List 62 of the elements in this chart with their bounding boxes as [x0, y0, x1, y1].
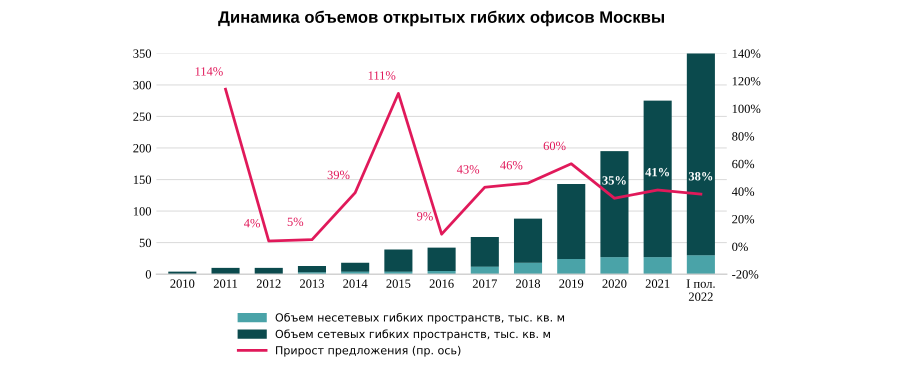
y-tick-label: 250 — [133, 112, 152, 121]
x-tick-label: 2019 — [559, 279, 584, 288]
y2-tick-label: 60% — [732, 160, 754, 168]
data-label: 5% — [288, 218, 304, 226]
data-label: 39% — [328, 170, 350, 180]
x-tick-label: 2010 — [170, 279, 194, 288]
x-tick-label: 2011 — [214, 279, 238, 288]
y-tick-label: 150 — [134, 176, 152, 184]
y2-tick-label: 120% — [732, 76, 760, 86]
y-tick-label: 300 — [133, 80, 152, 90]
y-tick-label: 350 — [133, 49, 152, 58]
data-label: 114% — [196, 67, 223, 76]
bar — [686, 53, 715, 256]
y2-tick-label: 80% — [732, 132, 754, 141]
x-tick-label: 2016 — [430, 279, 454, 288]
bar — [644, 257, 672, 274]
y2-tick-label: -20% — [732, 270, 758, 279]
bar — [686, 255, 715, 274]
data-label: 60% — [544, 142, 566, 150]
bar — [384, 250, 412, 272]
bar — [470, 266, 499, 274]
y-tick-label: 100 — [134, 207, 152, 216]
x-tick-label: 2017 — [472, 279, 497, 288]
y-tick-label: 50 — [140, 238, 152, 248]
bar — [470, 236, 499, 267]
legend-label: Объем несетевых гибких пространств, тыс. кв. м — [276, 312, 564, 324]
y2-tick-label: 0% — [732, 242, 748, 252]
y2-tick-label: 20% — [732, 214, 754, 224]
x-tick-label: 2015 — [386, 279, 410, 288]
data-label: 4% — [244, 218, 260, 228]
data-label: 9% — [417, 212, 433, 221]
y-tick-label: 200 — [133, 144, 152, 152]
bar — [428, 248, 456, 272]
data-label: 43% — [456, 165, 480, 174]
bar — [557, 184, 586, 260]
x-tick-label: 2020 — [602, 279, 626, 288]
y2-tick-label: 100% — [732, 104, 760, 114]
x-tick-label: 2013 — [300, 279, 324, 288]
x-tick-label: 2018 — [516, 279, 540, 288]
data-label: 35% — [602, 176, 626, 185]
x-tick-label: 2021 — [646, 279, 670, 288]
bar — [557, 259, 586, 274]
bar — [514, 218, 542, 263]
bar — [600, 257, 628, 274]
bar — [644, 100, 672, 258]
y2-tick-label: 40% — [732, 187, 754, 196]
bar — [600, 151, 628, 258]
data-label: 38% — [688, 172, 712, 181]
data-label: 46% — [500, 160, 522, 170]
bar — [514, 262, 542, 274]
y2-tick-label: 140% — [732, 49, 760, 58]
x-tick-label: 2014 — [343, 279, 368, 288]
legend-label: Прирост предложения (пр. ось) — [276, 346, 460, 357]
x-tick-label: 2012 — [256, 279, 281, 288]
legend-label: Объем сетевых гибких пространств, тыс. кв. м — [276, 329, 550, 340]
bar — [298, 266, 326, 272]
bar — [341, 262, 370, 272]
chart-title: Динамика объемов открытых гибких офисов Москвы — [218, 10, 664, 26]
x-tick-label: I пол. 2022 — [686, 280, 715, 301]
data-label: 111% — [368, 71, 396, 80]
y-tick-label: 0 — [146, 270, 152, 279]
data-label: 41% — [645, 168, 669, 176]
